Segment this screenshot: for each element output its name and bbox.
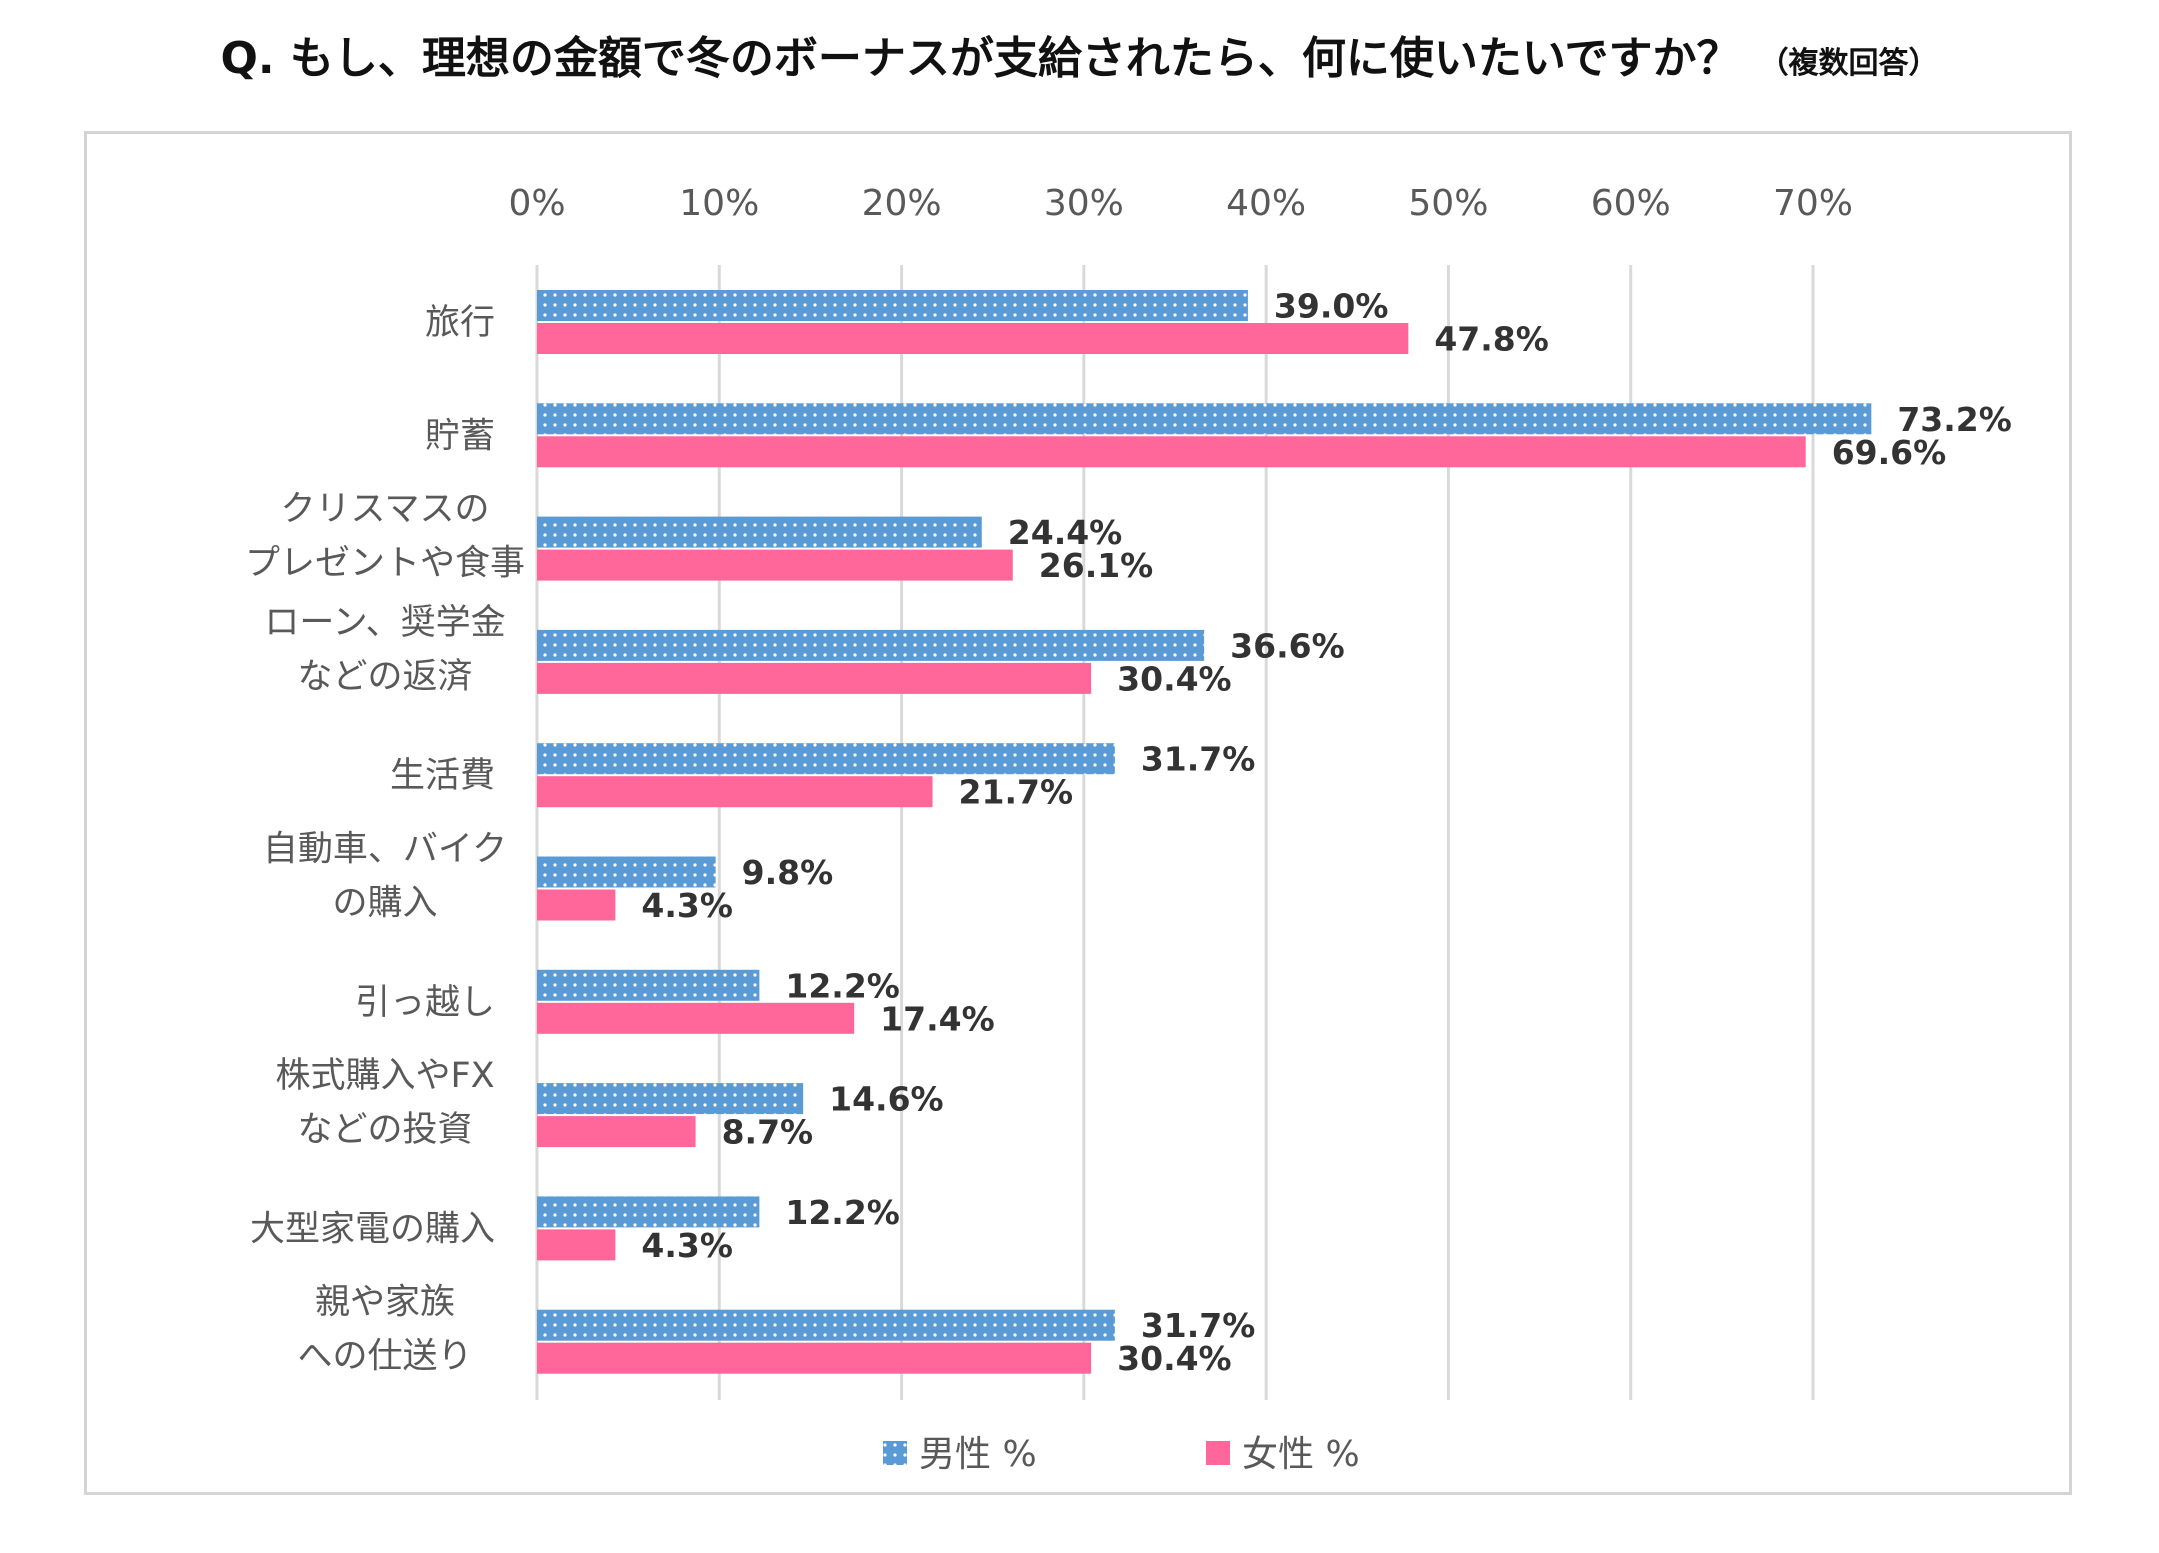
category-labels: 旅行貯蓄クリスマスのプレゼントや食事ローン、奨学金などの返済生活費自動車、バイク… (245, 303, 525, 1377)
category-label: 親や家族 (315, 1283, 455, 1323)
bar-female (537, 1002, 855, 1034)
value-label-female: 30.4% (1117, 1339, 1232, 1378)
x-tick-label: 20% (862, 183, 942, 224)
value-labels: 39.0%47.8%73.2%69.6%24.4%26.1%36.6%30.4%… (641, 287, 2011, 1379)
value-label-female: 17.4% (880, 999, 995, 1038)
value-label-female: 4.3% (641, 886, 733, 925)
category-label: などの投資 (297, 1110, 472, 1150)
bar-female (537, 889, 616, 921)
bars (537, 290, 1872, 1374)
bar-female (537, 436, 1806, 468)
category-label: の購入 (332, 884, 437, 924)
category-label: クリスマスの (281, 490, 490, 530)
bar-male (537, 516, 982, 548)
bar-male (537, 290, 1248, 321)
value-label-male: 24.4% (1008, 513, 1122, 552)
x-tick-label: 30% (1044, 183, 1124, 224)
bar-female (537, 662, 1092, 694)
bar-female (537, 1116, 696, 1148)
x-tick-label: 0% (508, 183, 565, 224)
value-label-male: 12.2% (785, 966, 900, 1005)
chart-title: Q. もし、理想の金額で冬のボーナスが支給されたら、何に使いたいですか？ （複数回… (0, 22, 2159, 86)
chart-frame (84, 131, 2072, 1495)
bar-male (537, 1309, 1115, 1341)
value-label-female: 21.7% (959, 773, 1074, 812)
chart-title-sub: （複数回答） (1758, 46, 1939, 81)
value-label-male: 12.2% (785, 1193, 900, 1232)
category-label: への仕送り (297, 1337, 472, 1377)
value-label-male: 73.2% (1897, 400, 2012, 439)
value-label-female: 26.1% (1039, 546, 1154, 585)
bar-female (537, 1229, 616, 1261)
x-axis-ticks: 0% 10% 20% 30% 40% 50% 60% 70% (508, 183, 1853, 224)
bar-female (537, 549, 1013, 581)
bar-female (537, 776, 933, 808)
bar-male (537, 1196, 760, 1228)
category-label: ローン、奨学金 (264, 603, 505, 643)
value-label-male: 31.7% (1141, 1306, 1256, 1345)
legend-swatch-female (1206, 1441, 1230, 1465)
category-label: 大型家電の購入 (250, 1209, 495, 1249)
category-label: 引っ越し (355, 983, 495, 1023)
bar-female (537, 1342, 1092, 1374)
value-label-female: 69.6% (1832, 433, 1947, 472)
x-tick-label: 50% (1408, 183, 1488, 224)
category-label: 株式購入やFX (275, 1056, 494, 1096)
category-label: 旅行 (425, 303, 495, 343)
category-label: 生活費 (390, 756, 495, 796)
bar-male (537, 856, 716, 888)
value-label-male: 39.0% (1274, 287, 1389, 326)
legend: 男性 % 女性 % (883, 1434, 1360, 1475)
x-tick-label: 60% (1591, 183, 1671, 224)
category-label: プレゼントや食事 (245, 544, 525, 584)
bar-male (537, 1083, 804, 1115)
category-label: 自動車、バイク (263, 830, 507, 870)
value-label-female: 8.7% (722, 1113, 814, 1152)
x-tick-label: 40% (1226, 183, 1306, 224)
x-tick-label: 70% (1773, 183, 1853, 224)
bar-male (537, 743, 1115, 775)
bar-female (537, 323, 1409, 354)
value-label-female: 4.3% (641, 1226, 733, 1265)
bar-male (537, 629, 1205, 661)
legend-label-male: 男性 % (919, 1434, 1037, 1475)
bar-male (537, 969, 760, 1001)
category-label: 貯蓄 (425, 416, 495, 456)
value-label-male: 14.6% (829, 1080, 944, 1119)
legend-swatch-male (883, 1441, 907, 1465)
chart-title-main: Q. もし、理想の金額で冬のボーナスが支給されたら、何に使いたいですか？ (220, 33, 1741, 84)
value-label-female: 47.8% (1434, 320, 1549, 359)
value-label-male: 36.6% (1230, 626, 1345, 665)
value-label-male: 9.8% (742, 853, 834, 892)
legend-label-female: 女性 % (1242, 1434, 1360, 1475)
value-label-female: 30.4% (1117, 659, 1232, 698)
x-tick-label: 10% (679, 183, 759, 224)
value-label-male: 31.7% (1141, 740, 1256, 779)
bar-male (537, 403, 1872, 435)
category-label: などの返済 (297, 657, 472, 697)
